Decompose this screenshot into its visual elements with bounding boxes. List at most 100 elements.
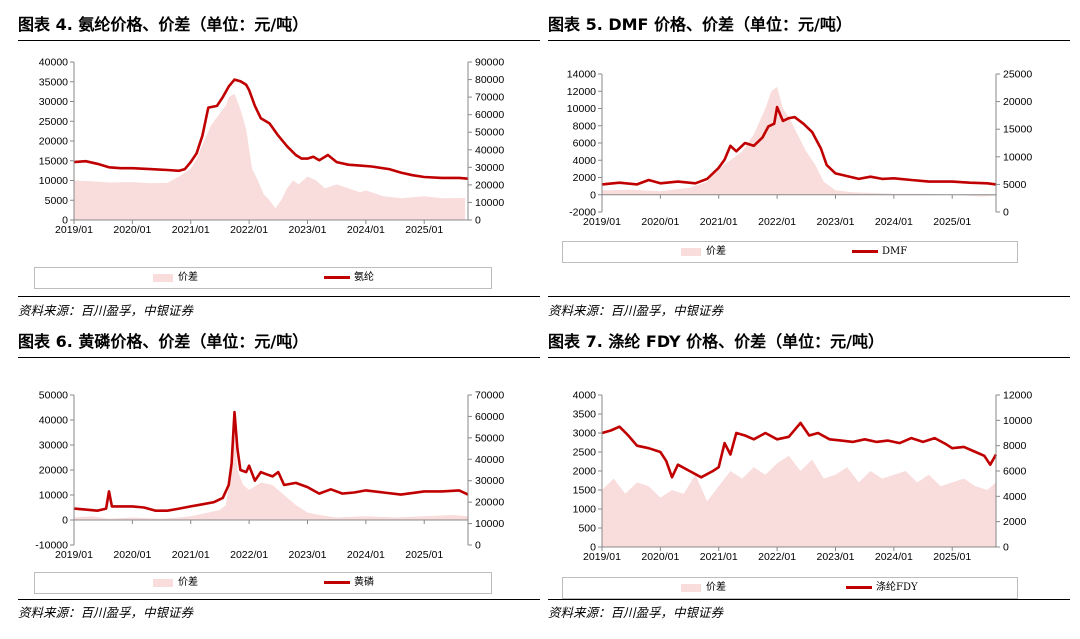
legend-line-swatch — [324, 276, 350, 279]
legend-item-area: 价差 — [681, 244, 726, 260]
x-tick-label: 2020/01 — [113, 549, 151, 561]
title-rule — [548, 357, 1070, 358]
y-right-tick-label: 6000 — [1003, 466, 1027, 478]
y-right-tick-label: 50000 — [475, 432, 504, 444]
y-left-tick-label: 25000 — [39, 116, 68, 128]
y-left-tick-label: 4000 — [573, 155, 597, 167]
series-line-price — [73, 410, 469, 512]
chart-panel-5: 图表 5. DMF 价格、价差（单位：元/吨） -2000 0 2000 4000 60… — [548, 12, 1070, 322]
x-tick-label: 2021/01 — [700, 216, 738, 228]
chart-panel-6: 图表 6. 黄磷价格、价差（单位：元/吨） -10000 0 10000 20000 3… — [18, 329, 540, 639]
x-tick-label: 2020/01 — [641, 551, 679, 563]
legend-line-swatch — [324, 581, 350, 584]
legend-label: DMF — [882, 246, 908, 257]
y-left-tick-label: 4000 — [573, 390, 597, 402]
x-tick-label: 2022/01 — [758, 216, 796, 228]
legend-label: 价差 — [178, 272, 198, 283]
legend-area-swatch — [681, 583, 701, 592]
y-left-tick-label: 0 — [62, 215, 68, 227]
chart-legend: 价差 DMF — [562, 241, 1018, 263]
y-left-tick-label: 8000 — [573, 120, 597, 132]
x-tick-label: 2019/01 — [55, 549, 93, 561]
y-left-tick-label: -10000 — [35, 540, 68, 552]
chart-title: 图表 6. 黄磷价格、价差（单位：元/吨） — [18, 332, 309, 351]
y-right-tick-label: 25000 — [1003, 69, 1032, 81]
y-right-tick-label: 70000 — [475, 92, 504, 104]
source-rule — [18, 296, 540, 297]
series-line-price — [601, 105, 997, 186]
y-left-tick-label: 15000 — [39, 155, 68, 167]
chart-legend: 价差 涤纶FDY — [562, 577, 1018, 599]
source-rule — [18, 599, 540, 600]
legend-item-area: 价差 — [153, 575, 198, 591]
legend-item-line: 黄磷 — [324, 575, 374, 591]
y-left-tick-label: 40000 — [39, 57, 68, 69]
y-left-tick-label: 5000 — [45, 195, 69, 207]
y-left-tick-label: 35000 — [39, 76, 68, 88]
y-right-tick-label: 80000 — [475, 74, 504, 86]
y-left-tick-label: 20000 — [39, 136, 68, 148]
x-tick-label: 2021/01 — [172, 224, 210, 236]
x-tick-label: 2021/01 — [172, 549, 210, 561]
y-right-tick-label: 0 — [1003, 542, 1009, 554]
y-left-tick-label: 10000 — [39, 490, 68, 502]
y-left-tick-label: 2000 — [573, 466, 597, 478]
y-right-tick-label: 20000 — [475, 179, 504, 191]
x-tick-label: 2024/01 — [875, 551, 913, 563]
y-left-tick-label: 30000 — [39, 440, 68, 452]
series-area-spread — [74, 425, 468, 520]
chart-plot: 0 5000 10000 15000 20000 25000 30000 35000 40000… — [39, 57, 505, 237]
y-left-tick-label: 6000 — [573, 138, 597, 150]
y-left-tick-label: 3000 — [573, 428, 597, 440]
y-left-tick-label: -2000 — [569, 207, 596, 219]
x-tick-label: 2019/01 — [583, 551, 621, 563]
legend-item-line: 涤纶FDY — [846, 580, 918, 596]
y-left-tick-label: 0 — [590, 189, 596, 201]
x-tick-label: 2023/01 — [288, 224, 326, 236]
y-left-tick-label: 1000 — [573, 504, 597, 516]
y-right-tick-label: 20000 — [475, 497, 504, 509]
y-left-tick-label: 10000 — [567, 103, 596, 115]
y-left-tick-label: 2000 — [573, 172, 597, 184]
x-tick-label: 2019/01 — [583, 216, 621, 228]
y-left-tick-label: 500 — [578, 523, 596, 535]
chart-panel-4: 图表 4. 氨纶价格、价差（单位：元/吨） 0 5000 10000 15000 200… — [18, 12, 540, 322]
y-right-tick-label: 2000 — [1003, 516, 1027, 528]
y-right-tick-label: 90000 — [475, 57, 504, 69]
x-tick-label: 2025/01 — [405, 224, 443, 236]
y-right-tick-label: 20000 — [1003, 96, 1032, 108]
legend-area-swatch — [153, 578, 173, 587]
chart-legend: 价差 黄磷 — [34, 572, 492, 594]
y-left-tick-label: 30000 — [39, 96, 68, 108]
y-right-tick-label: 30000 — [475, 475, 504, 487]
x-tick-label: 2019/01 — [55, 224, 93, 236]
source-rule — [548, 296, 1070, 297]
x-tick-label: 2023/01 — [288, 549, 326, 561]
legend-label: 价差 — [178, 577, 198, 588]
series-line-price — [73, 78, 469, 180]
legend-item-area: 价差 — [681, 580, 726, 596]
y-left-tick-label: 2500 — [573, 447, 597, 459]
y-right-tick-label: 40000 — [475, 454, 504, 466]
y-left-tick-label: 20000 — [39, 465, 68, 477]
x-tick-label: 2022/01 — [230, 549, 268, 561]
y-left-tick-label: 14000 — [567, 69, 596, 81]
y-left-tick-label: 0 — [62, 515, 68, 527]
y-right-tick-label: 12000 — [1003, 390, 1032, 402]
legend-label: 涤纶FDY — [876, 582, 918, 593]
y-right-tick-label: 0 — [1003, 207, 1009, 219]
x-tick-label: 2024/01 — [347, 549, 385, 561]
y-right-tick-label: 50000 — [475, 127, 504, 139]
y-left-tick-label: 3500 — [573, 409, 597, 421]
chart-title: 图表 5. DMF 价格、价差（单位：元/吨） — [548, 15, 852, 34]
y-left-tick-label: 40000 — [39, 415, 68, 427]
y-left-tick-label: 12000 — [567, 86, 596, 98]
legend-label: 价差 — [706, 582, 726, 593]
legend-item-line: 氨纶 — [324, 270, 374, 286]
y-right-tick-label: 10000 — [1003, 415, 1032, 427]
chart-title: 图表 4. 氨纶价格、价差（单位：元/吨） — [18, 15, 309, 34]
chart-plot: -2000 0 2000 4000 6000 8000 10000 12000 14000 0 50… — [567, 69, 1033, 229]
x-tick-label: 2020/01 — [113, 224, 151, 236]
legend-item-line: DMF — [852, 244, 907, 260]
y-right-tick-label: 10000 — [475, 197, 504, 209]
